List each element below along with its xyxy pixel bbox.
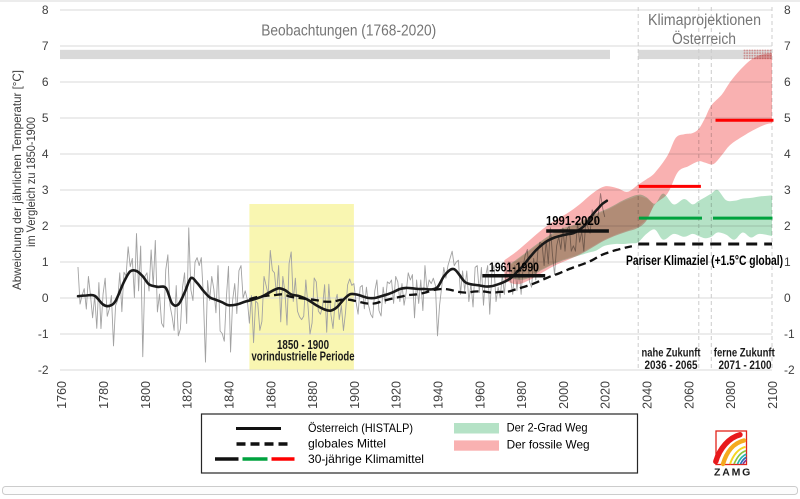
svg-text:0: 0: [784, 291, 791, 305]
svg-text:ferne Zukunft: ferne Zukunft: [714, 348, 775, 360]
svg-text:1850 - 1900: 1850 - 1900: [277, 337, 329, 352]
svg-text:1: 1: [42, 255, 49, 269]
svg-text:2040: 2040: [641, 381, 655, 409]
svg-text:1: 1: [784, 255, 791, 269]
svg-text:nahe Zukunft: nahe Zukunft: [642, 348, 701, 360]
svg-text:1780: 1780: [97, 381, 111, 409]
svg-text:1880: 1880: [306, 381, 320, 409]
svg-text:Der fossile Weg: Der fossile Weg: [507, 438, 590, 452]
svg-text:-1: -1: [784, 327, 795, 341]
svg-text:4: 4: [784, 147, 791, 161]
svg-text:2: 2: [42, 219, 49, 233]
svg-text:ZAMG: ZAMG: [714, 467, 752, 479]
svg-text:Beobachtungen (1768-2020): Beobachtungen (1768-2020): [261, 23, 436, 40]
svg-text:2036 - 2065: 2036 - 2065: [645, 360, 699, 372]
svg-text:2080: 2080: [724, 381, 738, 409]
svg-text:0: 0: [42, 291, 49, 305]
svg-text:-2: -2: [38, 363, 49, 377]
svg-text:6: 6: [784, 75, 791, 89]
svg-text:2: 2: [784, 219, 791, 233]
svg-text:1960: 1960: [473, 381, 487, 409]
svg-text:5: 5: [784, 111, 791, 125]
svg-text:Der 2-Grad Weg: Der 2-Grad Weg: [507, 420, 588, 434]
svg-text:1961-1990: 1961-1990: [489, 261, 539, 275]
svg-text:2020: 2020: [599, 381, 613, 409]
svg-text:1940: 1940: [432, 381, 446, 409]
svg-text:1900: 1900: [348, 381, 362, 409]
svg-text:8: 8: [784, 3, 791, 17]
svg-text:1820: 1820: [181, 381, 195, 409]
svg-text:5: 5: [42, 111, 49, 125]
svg-text:2071 - 2100: 2071 - 2100: [719, 360, 772, 372]
svg-text:3: 3: [784, 183, 791, 197]
svg-text:30-jährige Klimamittel: 30-jährige Klimamittel: [308, 452, 424, 466]
svg-text:im Vergleich zu 1850-1900: im Vergleich zu 1850-1900: [24, 117, 38, 247]
svg-text:2100: 2100: [766, 381, 780, 409]
svg-text:2000: 2000: [557, 381, 571, 409]
svg-text:7: 7: [784, 39, 791, 53]
svg-text:1760: 1760: [55, 381, 69, 409]
svg-text:1980: 1980: [515, 381, 529, 409]
svg-text:1920: 1920: [390, 381, 404, 409]
svg-text:3: 3: [42, 183, 49, 197]
svg-text:Österreich: Österreich: [672, 30, 736, 48]
svg-text:4: 4: [42, 147, 49, 161]
svg-text:1991-2020: 1991-2020: [546, 214, 600, 228]
svg-text:8: 8: [42, 3, 49, 17]
svg-text:7: 7: [42, 39, 49, 53]
svg-text:vorindustrielle Periode: vorindustrielle Periode: [252, 349, 355, 364]
svg-text:2060: 2060: [682, 381, 696, 409]
svg-text:-2: -2: [784, 363, 795, 377]
svg-text:1860: 1860: [264, 381, 278, 409]
svg-text:1800: 1800: [139, 381, 153, 409]
svg-text:Pariser Klimaziel (+1.5°C glob: Pariser Klimaziel (+1.5°C global): [626, 253, 783, 268]
svg-text:Abweichung der jährlichen Temp: Abweichung der jährlichen Temperatur [°C…: [10, 70, 24, 290]
svg-text:globales Mittel: globales Mittel: [308, 436, 386, 450]
svg-text:-1: -1: [38, 327, 49, 341]
svg-text:Österreich (HISTALP): Österreich (HISTALP): [308, 421, 413, 435]
svg-text:6: 6: [42, 75, 49, 89]
svg-text:Klimaprojektionen: Klimaprojektionen: [648, 12, 761, 29]
svg-text:1840: 1840: [223, 381, 237, 409]
